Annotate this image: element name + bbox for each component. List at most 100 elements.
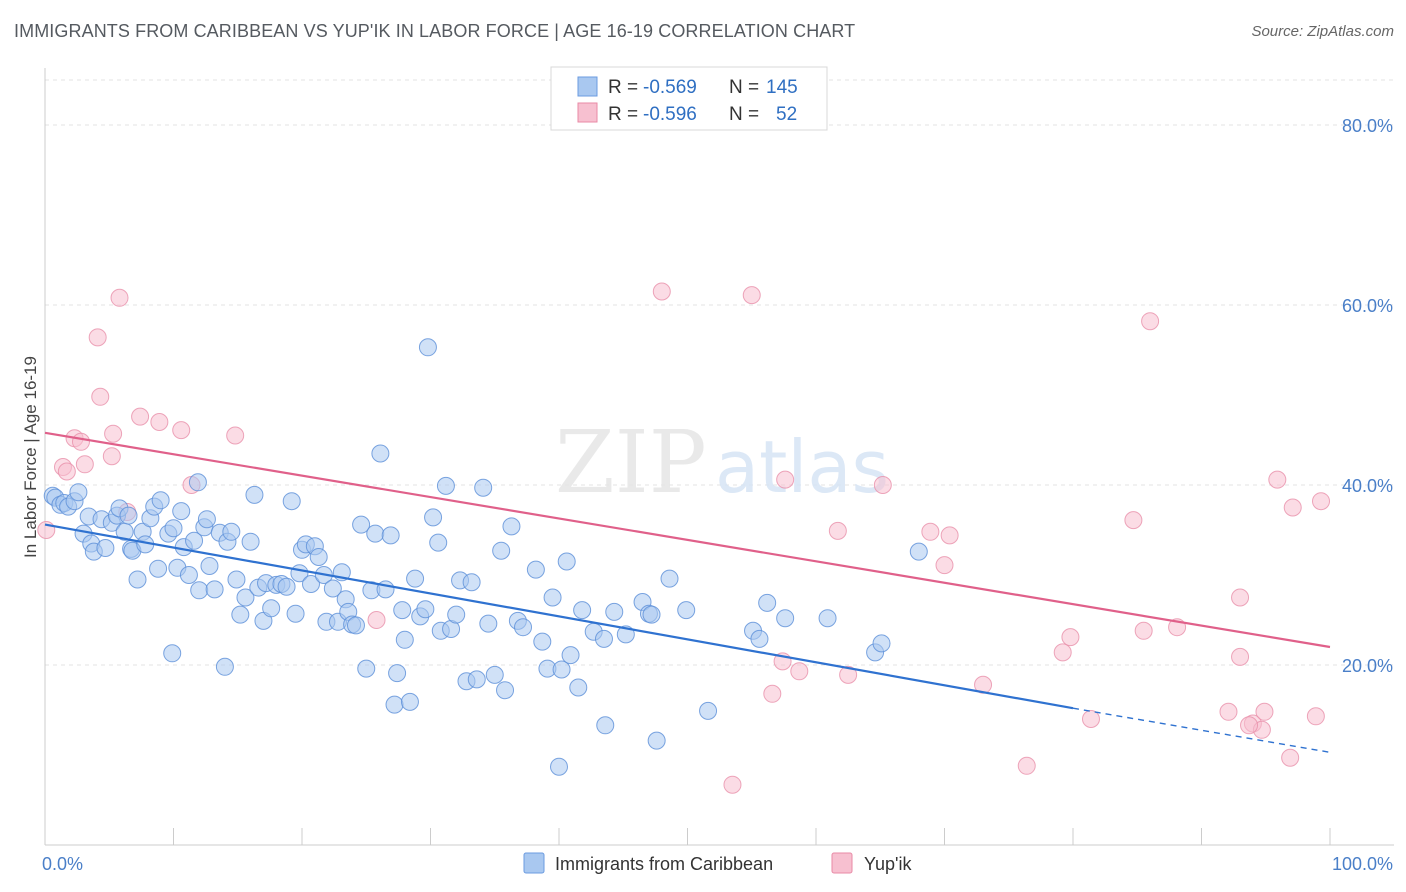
caribbean-point — [552, 660, 571, 679]
caribbean-point — [205, 580, 224, 599]
yupik-point — [226, 426, 245, 445]
source-credit: Source: ZipAtlas.com — [1251, 23, 1394, 40]
caribbean-point — [352, 515, 371, 534]
caribbean-point — [492, 541, 511, 560]
yupik-point — [1281, 748, 1300, 767]
caribbean-point — [436, 476, 455, 495]
yupik-point — [974, 675, 993, 694]
series-legend: Immigrants from Caribbean Yup'ik — [523, 852, 912, 874]
legend-n-value-2: 52 — [776, 104, 797, 125]
caribbean-point — [357, 659, 376, 678]
caribbean-point — [699, 701, 718, 720]
caribbean-point — [381, 526, 400, 545]
series-legend-label-caribbean: Immigrants from Caribbean — [555, 854, 773, 874]
yupik-point — [57, 462, 76, 481]
caribbean-point — [462, 573, 481, 592]
yupik-point — [172, 421, 191, 440]
legend-r-value-2: -0.596 — [643, 104, 697, 125]
x-tick-label: 100.0% — [1332, 854, 1393, 874]
caribbean-point — [496, 681, 515, 700]
caribbean-point — [395, 630, 414, 649]
y-tick-label: 20.0% — [1342, 656, 1393, 676]
caribbean-point — [200, 557, 219, 575]
caribbean-point — [514, 618, 533, 637]
caribbean-point — [479, 614, 498, 633]
caribbean-point — [179, 566, 198, 584]
y-tick-labels: 20.0% 40.0% 60.0% 80.0% — [1342, 116, 1393, 676]
caribbean-point — [69, 483, 88, 502]
legend-swatch-caribbean — [577, 76, 598, 97]
caribbean-point — [561, 646, 580, 665]
watermark-zip: ZIP — [555, 413, 707, 513]
yupik-point — [940, 526, 959, 545]
caribbean-point — [185, 531, 204, 550]
axes — [44, 68, 1394, 846]
y-tick-label: 40.0% — [1342, 476, 1393, 496]
caribbean-point — [151, 491, 170, 510]
caribbean-trend-line — [44, 523, 1074, 710]
caribbean-point — [231, 605, 250, 624]
caribbean-point — [197, 510, 216, 529]
caribbean-point — [262, 599, 281, 618]
caribbean-point — [594, 629, 613, 648]
chart-title: IMMIGRANTS FROM CARIBBEAN VS YUP'IK IN L… — [14, 21, 856, 41]
yupik-point — [828, 521, 847, 540]
yupik-point — [790, 662, 809, 681]
caribbean-point — [647, 731, 666, 750]
yupik-point — [1053, 643, 1072, 662]
caribbean-point — [172, 502, 191, 521]
yupik-point — [935, 556, 954, 575]
yupik-point — [839, 665, 858, 684]
caribbean-point — [227, 570, 246, 589]
caribbean-point — [388, 664, 407, 683]
x-tick-labels: 0.0% 100.0% — [42, 854, 1393, 874]
yupik-point — [1134, 621, 1153, 640]
yupik-point — [1231, 588, 1250, 607]
yupik-point — [1081, 710, 1100, 728]
series-legend-swatch-yupik — [831, 852, 853, 874]
caribbean-point — [385, 695, 404, 714]
x-tick-label: 0.0% — [42, 854, 83, 874]
caribbean-point — [474, 478, 493, 497]
caribbean-point — [485, 665, 504, 684]
caribbean-point — [346, 616, 365, 635]
caribbean-point — [222, 522, 241, 541]
caribbean-point — [776, 609, 795, 628]
yupik-point — [88, 328, 107, 347]
yupik-point — [150, 413, 169, 431]
caribbean-point — [596, 716, 615, 735]
caribbean-point — [406, 569, 425, 588]
yupik-point — [75, 455, 94, 474]
series-legend-swatch-caribbean — [523, 852, 545, 874]
caribbean-point — [119, 506, 138, 525]
caribbean-point — [660, 569, 679, 588]
yupik-point — [723, 775, 742, 794]
caribbean-point — [301, 575, 320, 593]
yupik-point — [1240, 716, 1259, 735]
yupik-point — [131, 407, 150, 426]
correlation-legend: R = -0.569 N = 145 R = -0.596 N = 52 — [550, 66, 828, 131]
caribbean-point — [502, 517, 521, 536]
caribbean-point — [750, 629, 769, 648]
yupik-point — [1017, 756, 1036, 775]
yupik-point — [1255, 702, 1274, 721]
caribbean-point — [371, 444, 390, 463]
trend-lines — [44, 431, 1331, 753]
caribbean-point — [872, 634, 891, 653]
caribbean-point — [286, 604, 305, 623]
legend-swatch-yupik — [577, 102, 598, 123]
yupik-point — [921, 522, 940, 541]
caribbean-point — [282, 492, 301, 511]
series-legend-label-yupik: Yup'ik — [864, 854, 912, 874]
caribbean-point — [526, 560, 545, 579]
caribbean-point — [758, 593, 777, 612]
yupik-point — [367, 611, 386, 629]
legend-n-value-1: 145 — [766, 77, 798, 98]
caribbean-point — [447, 605, 466, 624]
yupik-point — [1141, 312, 1160, 331]
yupik-point — [776, 470, 795, 489]
legend-n-label-1: N = — [729, 77, 759, 98]
caribbean-point — [557, 552, 576, 571]
caribbean-point — [818, 609, 837, 628]
